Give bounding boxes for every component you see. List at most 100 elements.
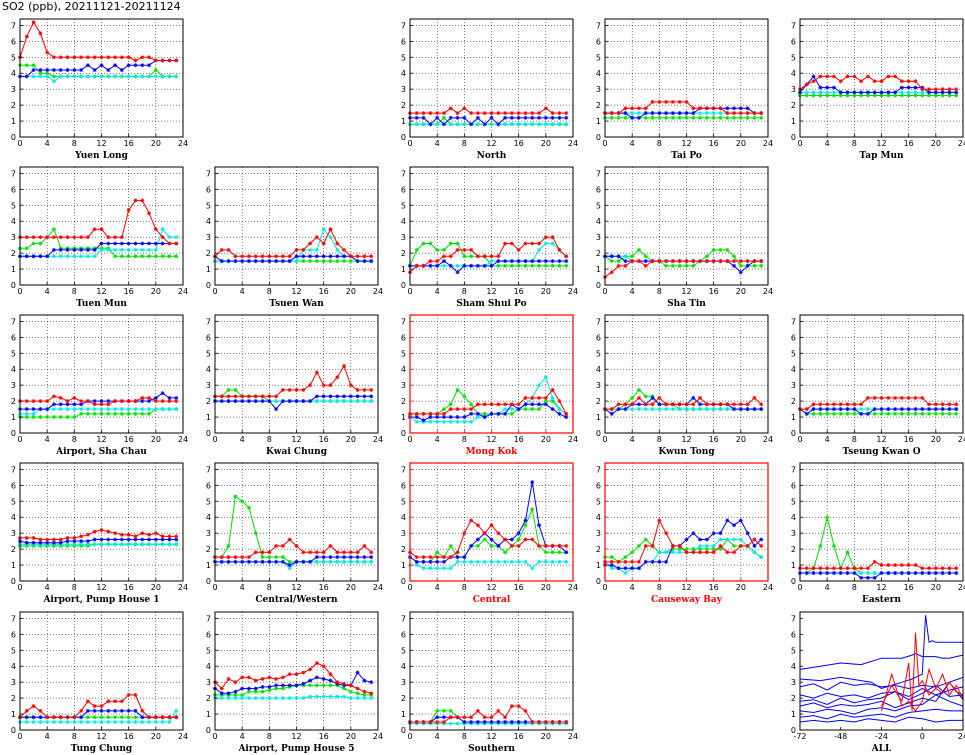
data-point: [759, 111, 764, 116]
data-point: [369, 680, 374, 685]
data-point: [691, 550, 696, 555]
y-tick-label: 1: [401, 710, 406, 719]
y-tick-label: 6: [401, 630, 406, 639]
data-point: [804, 411, 809, 416]
data-point: [24, 63, 29, 68]
data-point: [543, 263, 548, 268]
y-tick-label: 3: [206, 381, 211, 390]
y-tick-label: 1: [206, 265, 211, 274]
x-tick-label: 4: [435, 287, 440, 296]
data-point: [140, 254, 145, 259]
data-point: [482, 531, 487, 536]
data-point: [308, 559, 313, 564]
data-point: [623, 263, 628, 268]
data-point: [913, 571, 918, 576]
data-point: [160, 537, 165, 542]
data-point: [865, 575, 870, 580]
data-point: [79, 399, 84, 404]
data-point: [623, 559, 628, 564]
data-point: [348, 555, 353, 560]
data-point: [314, 235, 319, 240]
data-point: [342, 694, 347, 699]
data-point: [489, 259, 494, 264]
data-point: [462, 263, 467, 268]
x-tick-label: 4: [630, 139, 635, 148]
y-tick-label: 1: [11, 561, 16, 570]
y-tick-label: 7: [596, 465, 601, 474]
data-point: [428, 122, 433, 127]
data-point: [462, 559, 467, 564]
y-tick-label: 2: [401, 249, 406, 258]
data-point: [698, 407, 703, 412]
data-point: [65, 715, 70, 720]
data-point: [489, 523, 494, 528]
x-tick-label: 24: [373, 732, 383, 741]
data-point: [462, 555, 467, 560]
data-point: [113, 411, 118, 416]
x-tick-label: 8: [462, 732, 467, 741]
data-point: [933, 93, 938, 98]
data-point: [523, 402, 528, 407]
data-point: [280, 387, 285, 392]
data-point: [825, 411, 830, 416]
data-point: [435, 259, 440, 264]
data-point: [65, 402, 70, 407]
data-point: [79, 708, 84, 713]
data-point: [92, 411, 97, 416]
data-point: [45, 720, 50, 725]
data-point: [711, 115, 716, 120]
data-point: [852, 93, 857, 98]
data-point: [328, 559, 333, 564]
panel-title: Airport, Sha Chau: [55, 447, 147, 457]
data-point: [496, 402, 501, 407]
data-point: [24, 74, 29, 79]
data-point: [355, 686, 360, 691]
data-point: [58, 540, 63, 545]
data-point: [51, 720, 56, 725]
data-point: [119, 74, 124, 79]
data-point: [684, 115, 689, 120]
data-point: [865, 566, 870, 571]
data-point: [804, 82, 809, 87]
data-point: [85, 539, 90, 544]
data-point: [636, 543, 641, 548]
data-point: [174, 235, 179, 240]
y-tick-label: 5: [11, 349, 16, 358]
data-point: [328, 678, 333, 683]
data-point: [38, 68, 43, 73]
data-point: [321, 694, 326, 699]
data-point: [523, 537, 528, 542]
y-tick-label: 4: [791, 69, 796, 78]
data-point: [51, 540, 56, 545]
data-point: [119, 407, 124, 412]
data-point: [906, 85, 911, 90]
data-point: [859, 566, 864, 571]
series-line-3: [799, 676, 964, 691]
x-tick-label: 16: [709, 435, 719, 444]
data-point: [119, 235, 124, 240]
data-point: [543, 122, 548, 127]
data-point: [906, 90, 911, 95]
data-point: [72, 55, 77, 60]
y-tick-label: 4: [11, 513, 16, 522]
data-point: [113, 74, 118, 79]
data-point: [140, 63, 145, 68]
data-point: [274, 676, 279, 681]
y-tick-label: 3: [11, 529, 16, 538]
data-point: [845, 566, 850, 571]
y-tick-label: 6: [791, 333, 796, 342]
y-tick-label: 0: [596, 133, 601, 142]
data-point: [448, 555, 453, 560]
data-point: [516, 259, 521, 264]
data-point: [348, 394, 353, 399]
x-tick-label: 12: [486, 139, 496, 148]
data-point: [691, 402, 696, 407]
data-point: [85, 74, 90, 79]
data-point: [335, 259, 340, 264]
y-tick-label: 5: [791, 349, 796, 358]
y-tick-label: 5: [11, 53, 16, 62]
data-point: [153, 407, 158, 412]
plot-area: [20, 463, 183, 581]
